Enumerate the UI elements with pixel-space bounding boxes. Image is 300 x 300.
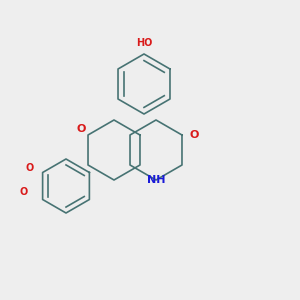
Text: HO: HO (136, 38, 152, 48)
Text: O: O (76, 124, 86, 134)
Text: O: O (20, 187, 28, 197)
Text: O: O (189, 130, 198, 140)
Text: NH: NH (147, 175, 165, 185)
Text: O: O (26, 163, 34, 173)
